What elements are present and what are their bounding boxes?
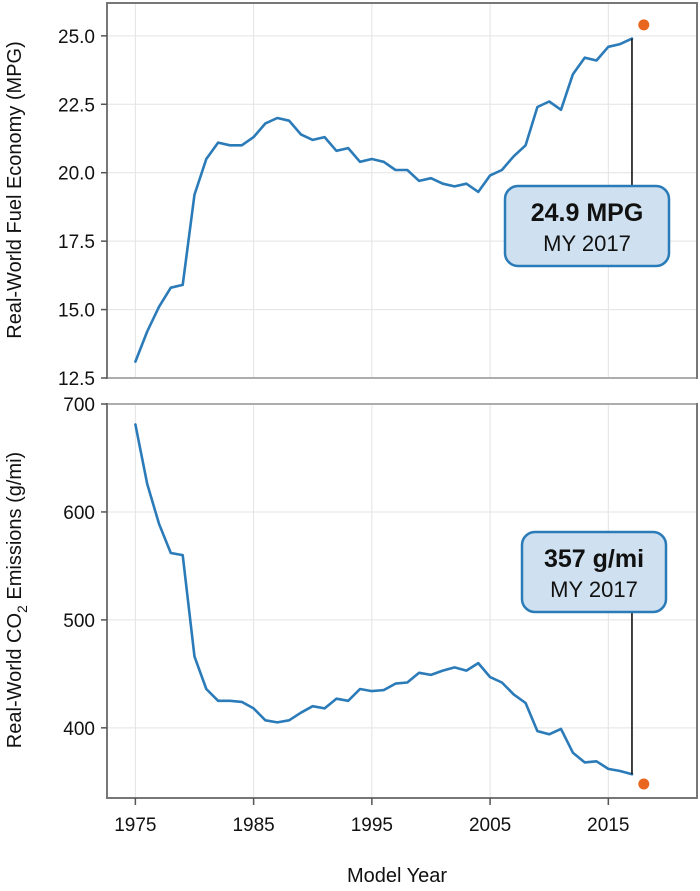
fuel-economy-y-axis-title: Real-World Fuel Economy (MPG)	[4, 41, 26, 338]
fuel-economy-callout-label: MY 2017	[543, 231, 631, 256]
co2-emissions-panel: 400 500 600 700 357 g/mi MY 2017 Real-World…	[4, 395, 698, 799]
fuel-economy-y-tick-label-25.0: 25.0	[58, 27, 95, 48]
x-tick-label-2005: 2005	[469, 815, 511, 836]
co2-y-tick-label-500: 500	[63, 611, 95, 632]
x-tick-label-2015: 2015	[587, 815, 629, 836]
fuel-economy-y-ticks: 12.5 15.0 17.5 20.0 22.5 25.0	[58, 27, 107, 390]
fuel-economy-gridlines	[108, 4, 696, 379]
fuel-economy-y-tick-label-15.0: 15.0	[58, 301, 95, 322]
co2-callout-box	[520, 530, 668, 614]
fuel-economy-callout-value: 24.9 MPG	[531, 199, 644, 227]
x-axis-title: Model Year	[347, 865, 447, 887]
fuel-economy-y-tick-label-20.0: 20.0	[58, 164, 95, 185]
fuel-economy-y-tick-label-17.5: 17.5	[58, 232, 95, 253]
co2-y-axis-title-subscript: 2	[14, 605, 30, 613]
x-tick-label-1985: 1985	[232, 815, 274, 836]
fuel-economy-series-line	[134, 37, 634, 363]
fuel-economy-callout-box	[503, 184, 671, 268]
co2-y-axis-title-tail: Emissions (g/mi)	[4, 452, 26, 605]
fuel-economy-y-tick-label-12.5: 12.5	[58, 369, 95, 390]
fuel-economy-series	[134, 19, 650, 363]
x-tick-label-1995: 1995	[351, 815, 393, 836]
fuel-economy-y-tick-label-22.5: 22.5	[58, 95, 95, 116]
co2-y-tick-label-400: 400	[63, 719, 95, 740]
fuel-economy-callout: 24.9 MPG MY 2017	[503, 38, 671, 268]
co2-y-tick-label-600: 600	[63, 503, 95, 524]
co2-projection-point	[638, 778, 650, 790]
co2-series	[134, 423, 650, 790]
co2-callout: 357 g/mi MY 2017	[520, 530, 668, 775]
x-tick-label-1975: 1975	[114, 815, 156, 836]
co2-y-tick-label-700: 700	[63, 395, 95, 416]
x-axis-ticks: 1975 1985 1995 2005 2015	[114, 798, 629, 836]
co2-series-line	[134, 423, 634, 776]
co2-gridlines	[108, 403, 696, 797]
co2-y-axis-title-main: Real-World CO	[4, 613, 26, 748]
co2-y-ticks: 400 500 600 700	[63, 395, 107, 740]
co2-y-axis-title: Real-World CO2 Emissions (g/mi)	[4, 452, 30, 748]
co2-callout-label: MY 2017	[550, 577, 638, 602]
fuel-economy-projection-point	[638, 19, 650, 31]
fuel-economy-panel: 12.5 15.0 17.5 20.0 22.5 25.0 24.9 MPG MY 201…	[4, 2, 698, 390]
co2-callout-value: 357 g/mi	[544, 545, 644, 573]
